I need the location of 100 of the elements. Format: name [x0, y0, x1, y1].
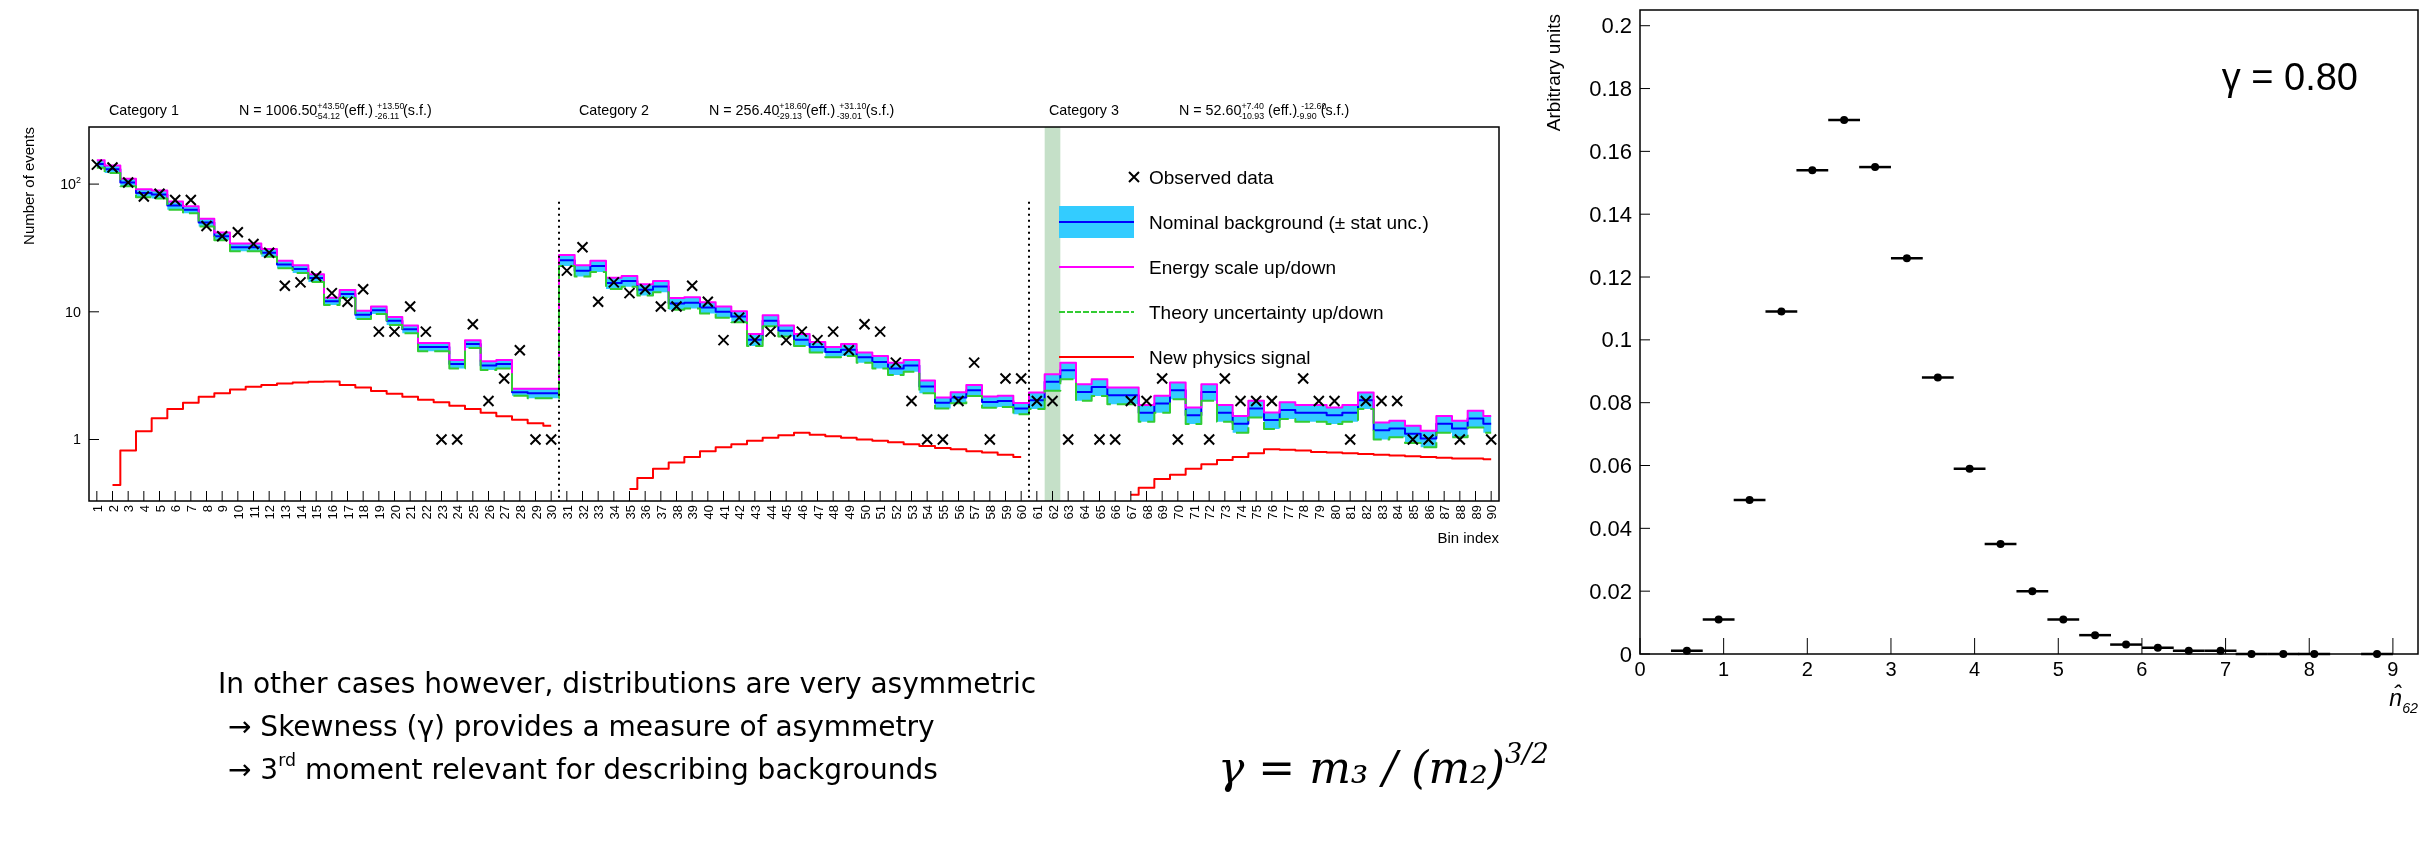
- x-tick-label: 3: [120, 505, 136, 513]
- y-tick-label: 0.06: [1589, 453, 1632, 479]
- x-tick-label: 84: [1389, 505, 1405, 520]
- y-tick-label: 1: [73, 431, 82, 448]
- x-tick-label: 4: [1969, 658, 1981, 680]
- text: N = 256.40$^{+18.60}$$_{-29.13}$ (eff.) $^{+31.10}$$_{-39.01}$ (s.f.): [709, 100, 895, 122]
- x-tick-label: 38: [669, 505, 684, 520]
- point: [1996, 540, 2005, 549]
- x-tick-label: 8: [199, 505, 214, 513]
- point: [1902, 254, 1911, 263]
- x-tick-label: 8: [2303, 658, 2315, 680]
- x-tick-label: 45: [778, 505, 794, 520]
- x-tick-label: 64: [1076, 505, 1092, 520]
- point: [1808, 166, 1817, 175]
- x-tick-label: 2: [105, 505, 120, 513]
- x-tick-label: 49: [841, 505, 857, 520]
- y-tick-label: 0.18: [1589, 76, 1632, 102]
- x-tick-label: 46: [794, 505, 810, 520]
- x-tick-label: 9: [214, 505, 230, 513]
- x-tick-label: 15: [308, 505, 324, 520]
- x-tick-label: 80: [1327, 505, 1342, 520]
- x-tick-label: 0: [1634, 658, 1646, 680]
- x-tick-label: 6: [167, 505, 183, 513]
- x-tick-label: 57: [966, 505, 982, 520]
- x-tick-label: 51: [872, 505, 888, 520]
- x-tick-label: 20: [387, 505, 402, 520]
- x-tick-label: 32: [575, 505, 590, 520]
- text: In other cases however, distributions are very asymmetric: [218, 667, 1037, 700]
- y-axis-title: Arbitrary units: [1543, 14, 1564, 132]
- x-tick-label: 48: [825, 505, 841, 520]
- legend-label: Theory uncertainty up/down: [1149, 302, 1384, 323]
- x-tick-label: 87: [1436, 505, 1452, 520]
- text: γ = m₃ / (m₂)$^{3/2}$: [1218, 738, 1549, 793]
- legend-label: Observed data: [1149, 167, 1275, 188]
- x-tick-label: 56: [951, 505, 966, 520]
- x-tick-label: 58: [982, 505, 998, 520]
- x-tick-label: 53: [904, 505, 919, 520]
- x-tick-label: 2: [1801, 658, 1813, 680]
- x-tick-label: 68: [1139, 505, 1154, 520]
- x-tick-label: 76: [1264, 505, 1280, 520]
- x-tick-label: 7: [183, 505, 199, 513]
- x-tick-label: 59: [998, 505, 1013, 520]
- point: [1965, 464, 1974, 473]
- x-tick-label: 66: [1107, 505, 1123, 520]
- y-tick-label: 0.08: [1589, 390, 1632, 416]
- x-tick-label: 1: [89, 505, 105, 513]
- text: → 3$^{rd}$ moment relevant for describing backgrounds: [228, 750, 938, 786]
- point: [2153, 643, 2162, 652]
- legend-label: New physics signal: [1149, 347, 1311, 368]
- x-tick-label: 40: [700, 505, 716, 520]
- annotation: γ = 0.80: [2221, 56, 2358, 98]
- x-tick-label: 7: [2220, 658, 2232, 680]
- x-tick-label: 33: [590, 505, 606, 520]
- point: [2091, 631, 2100, 640]
- x-tick-label: 55: [935, 505, 951, 520]
- y-tick-label: 0.02: [1589, 578, 1632, 604]
- point: [2122, 640, 2131, 649]
- x-tick-label: 3: [1885, 658, 1897, 680]
- x-tick-label: 88: [1452, 505, 1468, 520]
- x-tick-label: 35: [622, 505, 637, 520]
- x-tick-label: 25: [465, 505, 481, 520]
- x-tick-label: 54: [919, 505, 935, 520]
- x-tick-label: 5: [2052, 658, 2064, 680]
- y-tick-label: 10$^{2}$: [60, 174, 82, 193]
- text: Category 1: [109, 102, 179, 118]
- x-tick-label: 34: [606, 505, 622, 520]
- x-tick-label: 1: [1718, 658, 1730, 680]
- x-tick-label: 30: [543, 505, 559, 520]
- y-tick-label: 0.1: [1601, 327, 1632, 353]
- x-tick-label: 73: [1217, 505, 1233, 520]
- x-tick-label: 62: [1045, 505, 1060, 520]
- y-tick-label: 10: [65, 303, 82, 320]
- x-tick-label: 39: [684, 505, 700, 520]
- text: Category 2: [579, 102, 649, 118]
- x-tick-label: 83: [1374, 505, 1389, 520]
- x-tick-label: 50: [857, 505, 872, 520]
- x-tick-label: 77: [1280, 505, 1295, 520]
- point: [2028, 587, 2037, 596]
- x-tick-label: 86: [1421, 505, 1436, 520]
- x-tick-label: 36: [637, 505, 653, 520]
- x-tick-label: 65: [1092, 505, 1107, 520]
- x-tick-label: 85: [1405, 505, 1421, 520]
- x-axis-title: n̂$_{62}$: [2389, 684, 2419, 716]
- x-tick-label: 72: [1201, 505, 1217, 520]
- y-tick-label: 0.2: [1601, 13, 1632, 39]
- x-tick-label: 60: [1013, 505, 1029, 520]
- text: N = 52.60$^{+7.40}$$_{-10.93}$ (eff.) $^{-12.60}$$_{-9.90}$ (s.f.): [1179, 100, 1350, 122]
- x-tick-label: 27: [496, 505, 512, 520]
- x-tick-label: 52: [888, 505, 904, 520]
- x-tick-label: 82: [1358, 505, 1374, 520]
- x-tick-label: 23: [434, 505, 449, 520]
- x-tick-label: 17: [340, 505, 355, 520]
- x-tick-label: 69: [1154, 505, 1170, 520]
- x-tick-label: 90: [1483, 505, 1499, 520]
- x-tick-label: 81: [1342, 505, 1358, 520]
- x-tick-label: 22: [418, 505, 434, 520]
- legend-label: Nominal background (± stat unc.): [1149, 212, 1429, 233]
- x-tick-label: 4: [136, 505, 152, 513]
- x-tick-label: 61: [1029, 505, 1045, 520]
- x-tick-label: 67: [1123, 505, 1139, 520]
